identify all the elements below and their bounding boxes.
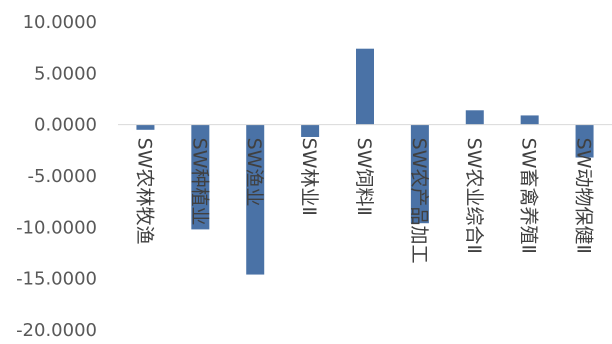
category-labels: SW农林牧渔 SW种植业 SW渔业 SW林业Ⅱ SW饲料Ⅱ SW农产品加工 SW农业综合Ⅱ S…	[133, 138, 594, 264]
bar	[410, 124, 429, 224]
y-tick-label: -20.0000	[16, 320, 97, 341]
y-tick-label: 0.0000	[34, 115, 97, 136]
category-label: SW林业Ⅱ	[298, 138, 320, 216]
y-tick-label: -5.0000	[28, 166, 97, 187]
category-label: SW种植业	[188, 138, 210, 226]
category-label: SW动物保健Ⅱ	[573, 138, 595, 254]
category-label: SW农林牧渔	[133, 138, 155, 245]
bars-group	[136, 48, 594, 275]
category-label: SW农产品加工	[408, 138, 430, 264]
bar	[356, 48, 374, 125]
y-tick-label: -10.0000	[16, 217, 97, 238]
bar	[136, 124, 155, 130]
y-tick-label: -15.0000	[16, 269, 97, 290]
bar	[191, 124, 210, 230]
category-label: SW畜禽养殖Ⅱ	[518, 138, 540, 254]
bar	[301, 124, 320, 137]
y-tick-label: 10.0000	[23, 12, 97, 33]
bar	[575, 124, 594, 158]
y-axis-ticks: 10.0000 5.0000 0.0000 -5.0000 -10.0000 -15.00…	[16, 12, 97, 341]
bar	[465, 110, 484, 125]
y-tick-label: 5.0000	[34, 63, 97, 84]
category-label: SW农业综合Ⅱ	[463, 138, 485, 254]
bar	[246, 124, 265, 275]
category-label: SW渔业	[243, 138, 265, 207]
category-label: SW饲料Ⅱ	[353, 138, 375, 216]
bar	[520, 115, 539, 125]
